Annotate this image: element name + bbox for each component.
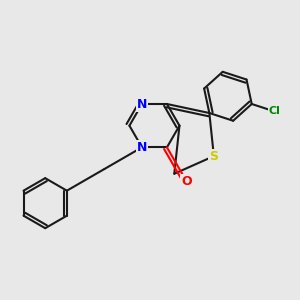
Text: S: S	[209, 150, 218, 163]
Text: O: O	[181, 175, 192, 188]
Text: Cl: Cl	[268, 106, 280, 116]
Text: N: N	[137, 141, 147, 154]
Text: N: N	[137, 98, 147, 110]
